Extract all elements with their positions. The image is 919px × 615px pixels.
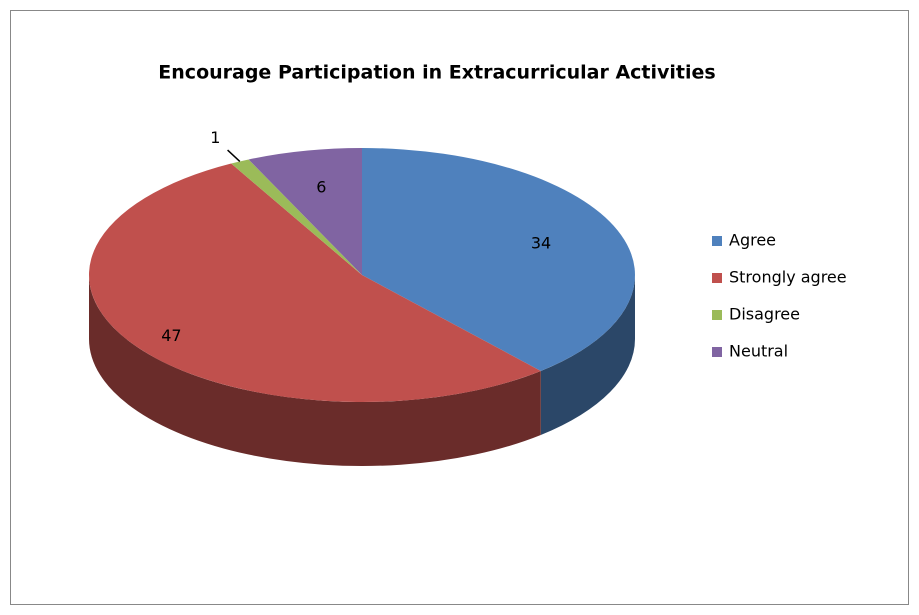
data-label: 47 <box>161 326 181 345</box>
data-label: 34 <box>531 233 551 252</box>
legend-swatch <box>712 273 722 283</box>
pie-slice <box>89 163 541 402</box>
chart-title: Encourage Participation in Extracurricul… <box>158 62 715 84</box>
legend-swatch <box>712 310 722 320</box>
legend-swatch <box>712 347 722 357</box>
pie-slice-side <box>89 275 541 467</box>
data-label: 6 <box>316 178 326 197</box>
legend-label: Disagree <box>729 305 800 324</box>
legend-label: Neutral <box>729 342 788 361</box>
legend-label: Agree <box>729 231 776 250</box>
pie-slice <box>231 159 362 275</box>
leader-line <box>227 149 241 162</box>
pie-slice-side <box>540 275 635 435</box>
legend-label: Strongly agree <box>729 268 847 287</box>
legend-swatch <box>712 236 722 246</box>
pie-slice <box>248 148 362 275</box>
data-label: 1 <box>210 128 220 147</box>
pie-slice <box>362 148 636 371</box>
